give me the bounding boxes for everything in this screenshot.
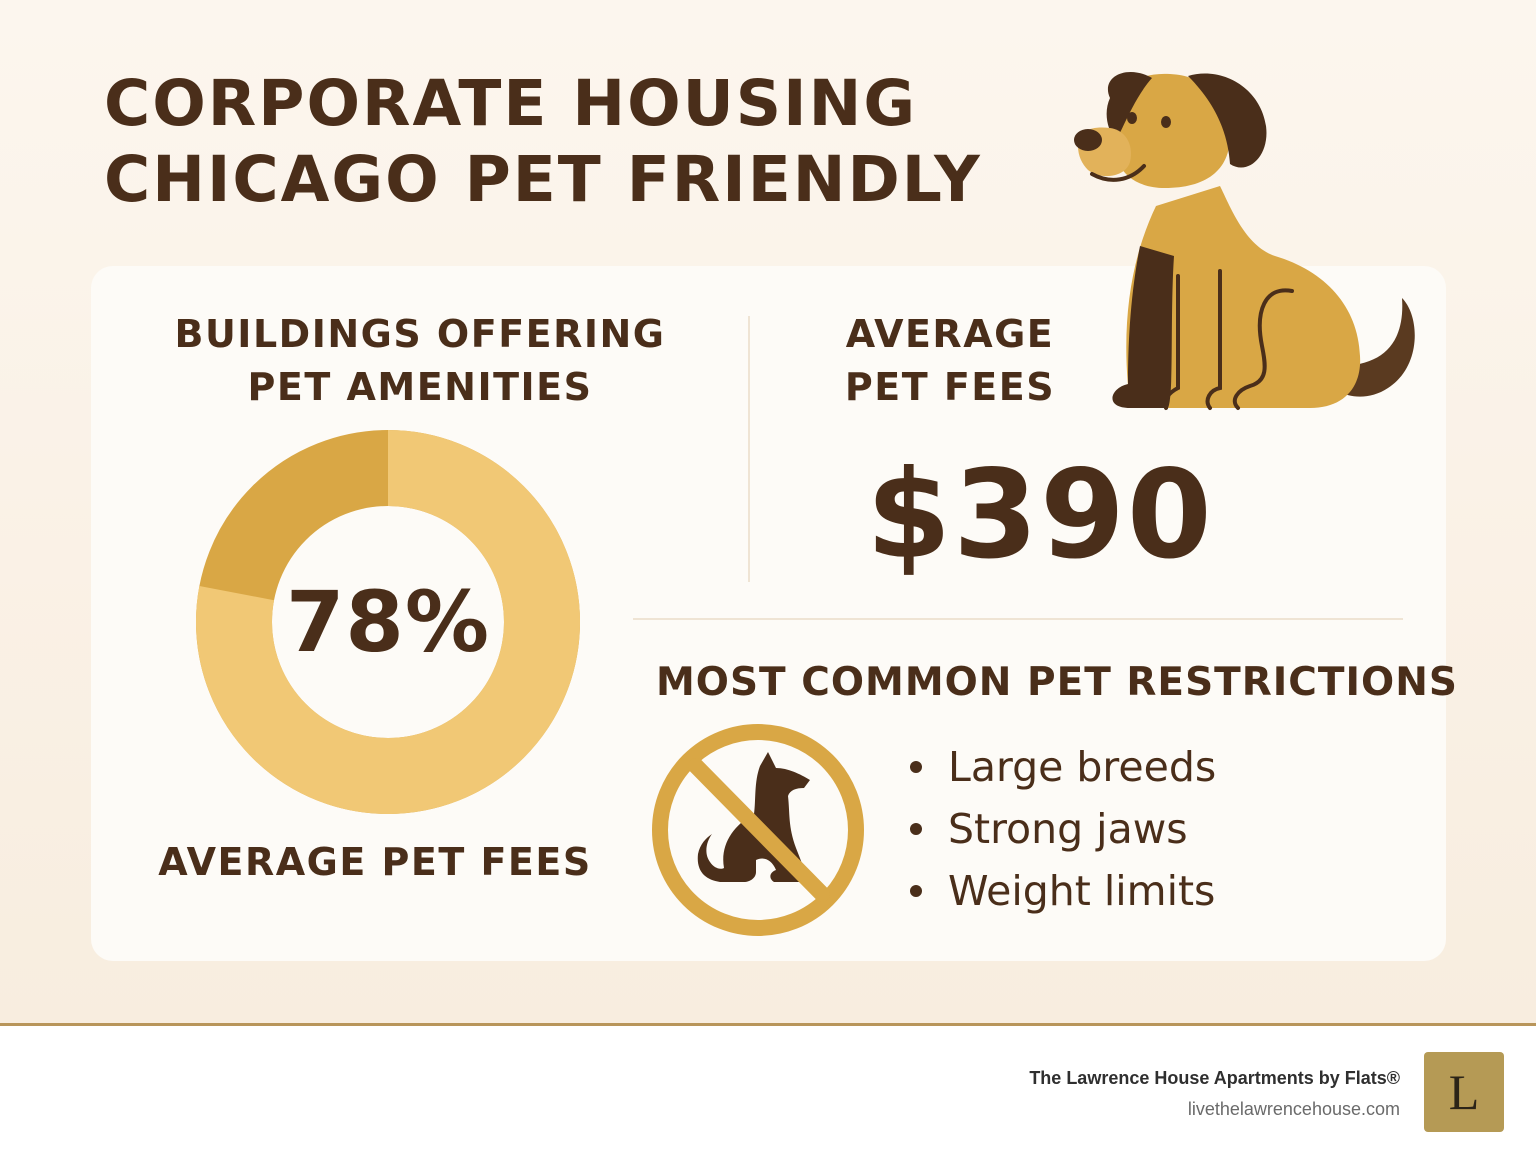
title-line-1: CORPORATE HOUSING xyxy=(104,67,918,140)
restrictions-heading: MOST COMMON PET RESTRICTIONS xyxy=(656,660,1458,705)
brand-logo: L xyxy=(1424,1052,1504,1132)
horizontal-divider xyxy=(633,618,1403,620)
title-line-2: CHICAGO PET FRIENDLY xyxy=(104,143,982,216)
brand-url-link[interactable]: livethelawrencehouse.com xyxy=(1187,1099,1400,1119)
buildings-heading-line-1: BUILDINGS OFFERING xyxy=(174,312,666,356)
list-item: Weight limits xyxy=(910,860,1216,922)
donut-chart xyxy=(196,430,580,814)
donut-highlight-segment xyxy=(196,430,580,814)
list-item: Strong jaws xyxy=(910,798,1216,860)
percent-value: 78% xyxy=(285,573,491,671)
average-pet-fees-caption: AVERAGE PET FEES xyxy=(158,840,592,884)
vertical-divider xyxy=(748,316,750,582)
buildings-heading: BUILDINGS OFFERING PET AMENITIES xyxy=(150,308,690,414)
dog-illustration-icon xyxy=(1074,71,1415,410)
fees-heading-line-1: AVERAGE xyxy=(845,312,1055,356)
list-item: Large breeds xyxy=(910,736,1216,798)
brand-name: The Lawrence House Apartments by Flats® xyxy=(1029,1068,1400,1088)
buildings-heading-line-2: PET AMENITIES xyxy=(247,365,593,409)
footer xyxy=(0,1026,1536,1154)
fees-heading: AVERAGE PET FEES xyxy=(800,308,1100,414)
fees-heading-line-2: PET FEES xyxy=(844,365,1056,409)
fee-amount: $390 xyxy=(866,444,1214,586)
restrictions-list: Large breeds Strong jaws Weight limits xyxy=(910,736,1216,922)
no-dogs-icon xyxy=(652,724,864,936)
page-title: CORPORATE HOUSING CHICAGO PET FRIENDLY xyxy=(104,66,982,218)
footer-divider xyxy=(0,1023,1536,1026)
